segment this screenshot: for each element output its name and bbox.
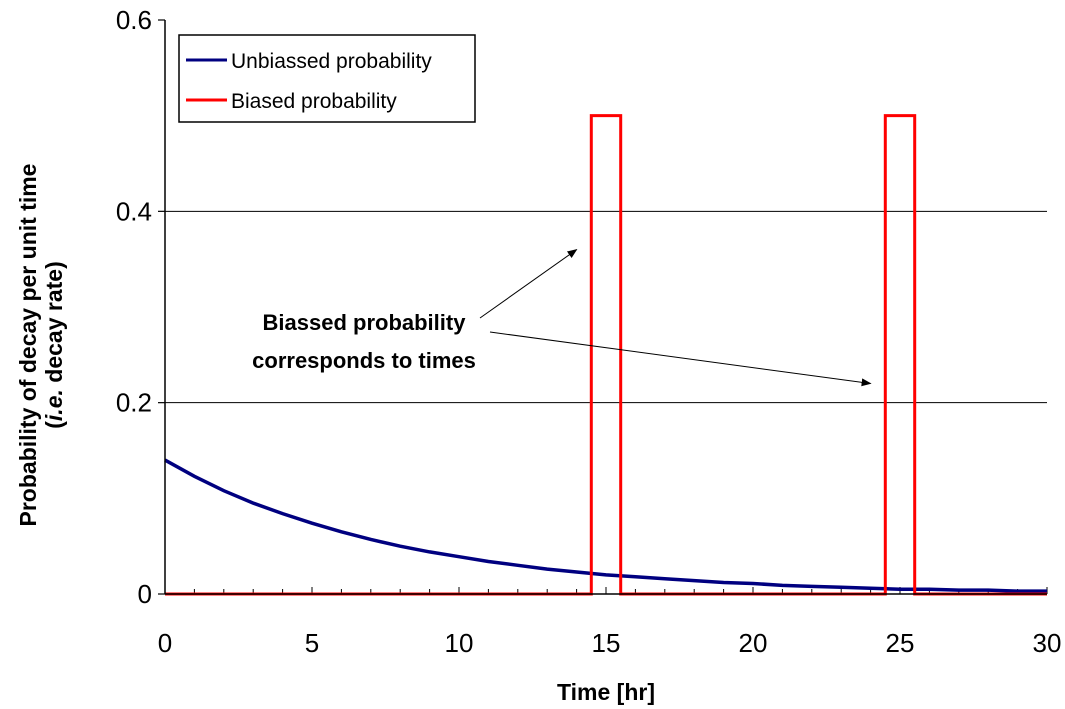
x-tick-label-5: 25 xyxy=(886,628,915,658)
x-tick-label-1: 5 xyxy=(305,628,319,658)
annotation-arrow-0 xyxy=(479,249,578,319)
annotation-line1: Biassed probability xyxy=(263,310,467,335)
y-tick-label-1: 0.2 xyxy=(116,388,152,418)
series-line-unbiassed xyxy=(164,458,1047,593)
annotation-arrow-1 xyxy=(489,331,872,387)
y-tick-label-2: 0.4 xyxy=(116,196,152,226)
y-axis-title-italic: i.e. xyxy=(41,389,67,421)
y-axis-title-paren: ( xyxy=(41,421,67,429)
x-tick-label-6: 30 xyxy=(1033,628,1062,658)
tick-labels: 0 5 10 15 20 25 30 0 0.2 0.4 0.6 xyxy=(116,5,1062,658)
legend-box xyxy=(178,34,476,123)
annotation-line2: corresponds to times xyxy=(252,348,476,373)
y-axis-title-rest: decay rate) xyxy=(41,261,67,389)
y-axis-title-line1: Probability of decay per unit time xyxy=(15,164,41,527)
x-axis-title: Time [hr] xyxy=(557,679,655,705)
x-tick-label-2: 10 xyxy=(445,628,474,658)
x-tick-label-4: 20 xyxy=(739,628,768,658)
annotation: Biassed probability corresponds to times xyxy=(252,249,872,387)
y-axis-title-line2: (i.e. decay rate) xyxy=(41,261,67,429)
annotation-arrows xyxy=(479,249,872,387)
x-tick-label-3: 15 xyxy=(592,628,621,658)
x-tick-label-0: 0 xyxy=(158,628,172,658)
legend-label-unbiassed: Unbiassed probability xyxy=(231,50,432,73)
y-tick-label-3: 0.6 xyxy=(116,5,152,35)
y-tick-label-0: 0 xyxy=(138,579,152,609)
y-axis-title: Probability of decay per unit time (i.e.… xyxy=(15,164,67,527)
gridlines xyxy=(165,210,1047,404)
legend-label-biased: Biased probability xyxy=(231,90,397,113)
legend: Unbiassed probability Biased probability xyxy=(178,34,476,123)
